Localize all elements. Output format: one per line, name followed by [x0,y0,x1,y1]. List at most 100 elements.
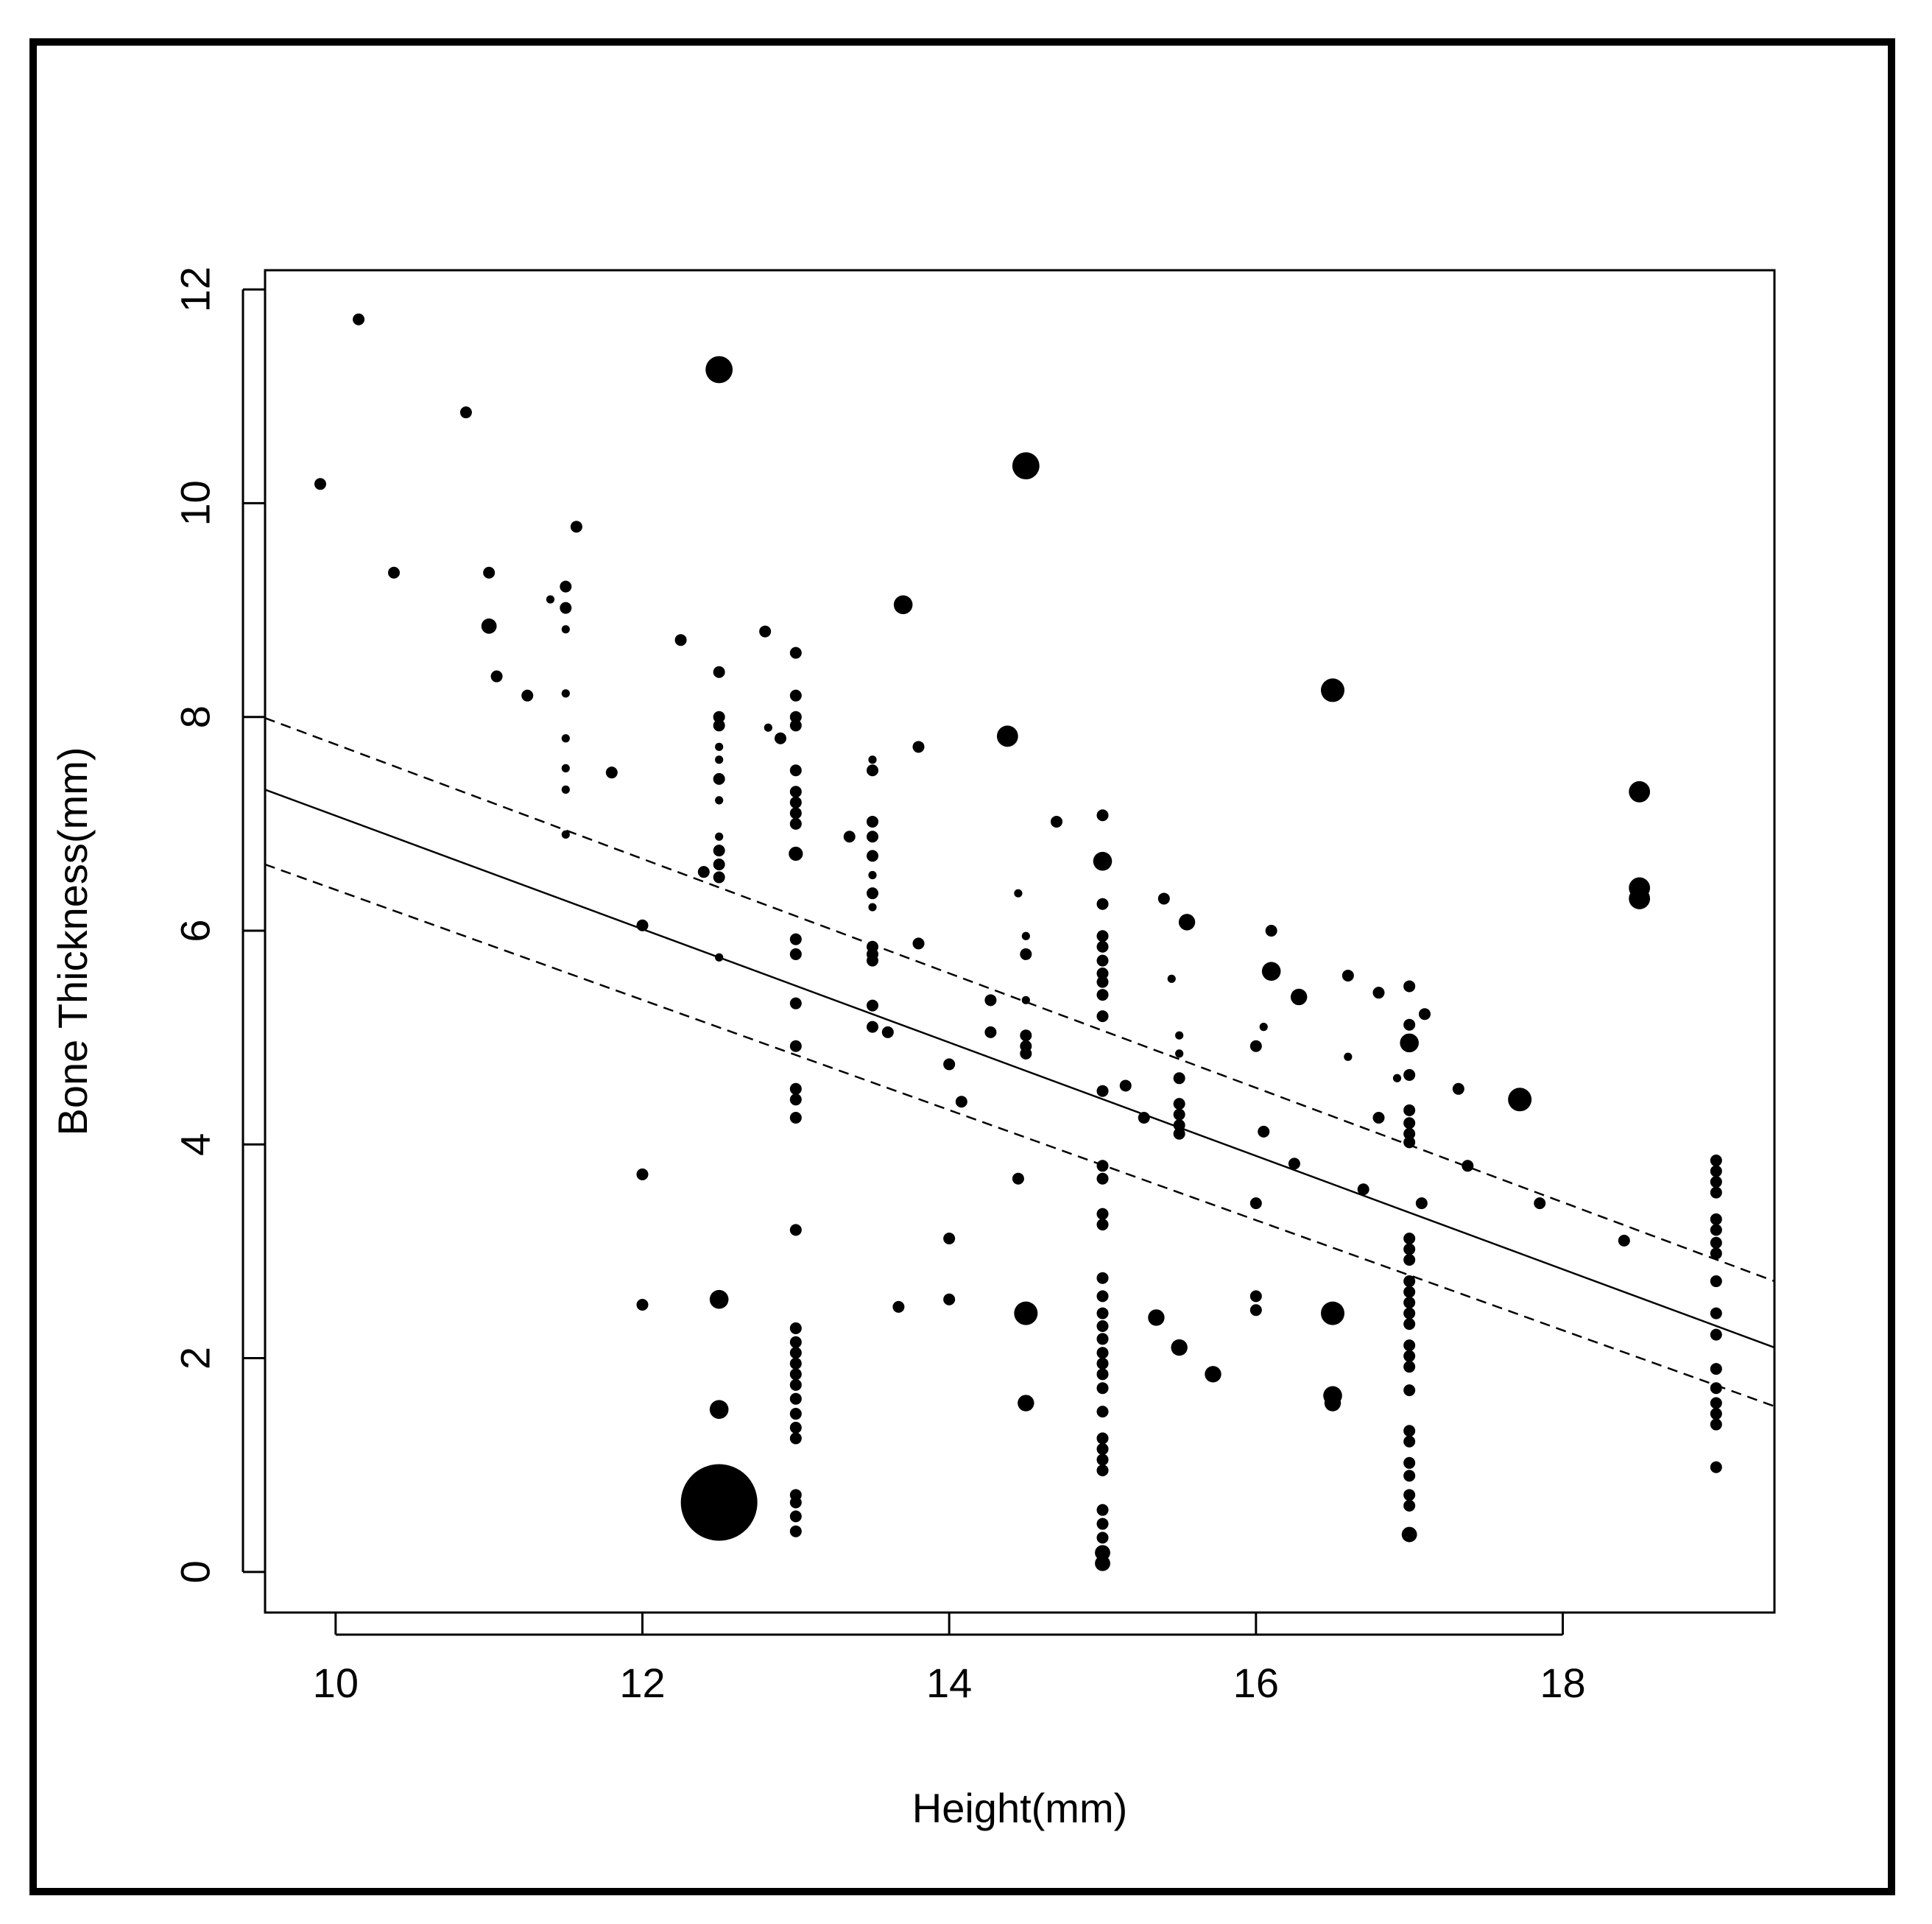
x-tick-label: 12 [619,1660,665,1706]
data-point [705,356,733,384]
data-point [1710,1247,1722,1260]
data-point [1096,1307,1109,1319]
data-point [867,1021,878,1033]
data-point [1403,1243,1416,1255]
data-point [561,785,570,794]
data-point [1342,969,1354,982]
data-point [1403,1318,1416,1331]
data-point [1403,1361,1416,1373]
y-tick-label: 6 [172,919,219,942]
data-point [984,1026,997,1038]
data-point [1093,851,1113,871]
data-point [1288,1157,1300,1170]
data-point [1014,1301,1038,1325]
data-point [561,830,570,839]
data-point [1710,1224,1722,1236]
data-point [560,580,572,593]
data-point [1249,1290,1262,1303]
data-point [1710,1418,1722,1431]
data-point [1173,1108,1185,1121]
y-tick-label: 2 [172,1347,219,1370]
data-point [715,832,724,841]
data-point [1095,1545,1110,1561]
data-point [789,846,803,861]
data-point [789,719,802,732]
data-point [1403,1104,1416,1116]
data-point [1710,1397,1722,1409]
data-point [789,1357,802,1370]
data-point [1096,976,1109,988]
data-point [561,764,570,772]
data-point [1403,1435,1416,1448]
data-point [1018,1395,1034,1412]
data-point [1096,1085,1109,1097]
x-axis-title: Height(mm) [912,1785,1127,1831]
data-point [1012,452,1040,480]
data-point [943,1058,956,1071]
data-point [1629,888,1651,909]
data-point [868,755,877,764]
data-point [1173,1127,1185,1140]
data-point [1258,1125,1270,1138]
data-point [1403,1254,1416,1266]
data-point [867,850,878,862]
data-point [789,933,802,945]
data-point [789,1421,802,1434]
data-point [789,1408,802,1420]
data-point [1710,1165,1722,1177]
data-point [1710,1186,1722,1199]
data-point [789,1347,802,1359]
data-point [1096,940,1109,953]
data-point [1419,1008,1431,1021]
data-point [1095,1555,1110,1571]
data-point [868,903,877,912]
data-point [1403,1350,1416,1362]
data-point [1403,1127,1416,1140]
data-point [680,1464,758,1541]
data-point [713,666,725,678]
data-point [1020,1047,1032,1060]
data-point [789,948,802,960]
data-point [709,1289,729,1309]
data-point [955,1096,967,1108]
data-point [912,741,925,753]
data-point [892,1300,905,1313]
data-point [1020,948,1032,960]
data-point [1173,1098,1185,1110]
data-point [1096,1208,1109,1220]
data-point [1119,1079,1132,1092]
data-point [789,1496,802,1509]
plot-border [264,269,1776,1614]
data-point [1710,1236,1722,1249]
regression-line [264,789,1775,1349]
data-point [709,1400,729,1420]
data-point [1175,1049,1184,1058]
data-point [1403,1286,1416,1298]
data-point [1403,1499,1416,1512]
data-point [1173,1072,1185,1085]
data-point [1261,962,1281,981]
data-point [1205,1366,1221,1383]
data-point [1249,1304,1262,1317]
data-point [775,732,786,744]
figure-frame [29,38,1895,1895]
data-point [1096,989,1109,1001]
data-point [388,566,400,579]
data-point [789,807,802,820]
data-point [789,817,802,830]
data-point [984,994,997,1007]
data-point [1012,1172,1024,1185]
data-point [1096,1406,1109,1418]
data-point [1710,1461,1722,1473]
data-point [789,1432,802,1445]
data-point [789,764,802,777]
y-tick-label: 0 [172,1560,219,1583]
data-point [789,1082,802,1095]
data-point [1403,1307,1416,1319]
data-point [713,711,725,723]
data-point [674,634,687,646]
data-point [713,845,725,857]
data-point [1403,1232,1416,1244]
data-point [481,618,497,634]
